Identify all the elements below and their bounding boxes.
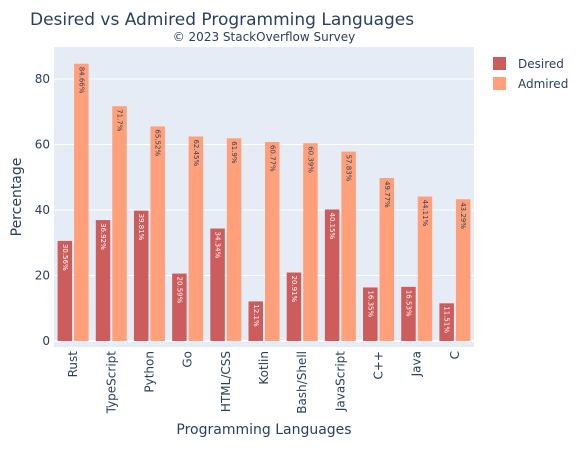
- y-tick-label: 80: [35, 72, 50, 86]
- bar-admired[interactable]: [188, 136, 204, 341]
- bar-desired[interactable]: [210, 228, 225, 341]
- bar-desired[interactable]: [439, 303, 454, 341]
- bar-admired[interactable]: [265, 141, 280, 341]
- bar-label-desired: 36.92%: [99, 223, 107, 250]
- bar-label-admired: 57.83%: [345, 155, 353, 182]
- bar-label-desired: 34.34%: [214, 232, 222, 259]
- chart-title: Desired vs Admired Programming Languages: [30, 10, 414, 30]
- bar-desired[interactable]: [324, 209, 340, 341]
- bar-desired[interactable]: [133, 210, 149, 341]
- x-tick-label: TypeScript: [104, 351, 118, 415]
- bar-admired[interactable]: [379, 178, 395, 341]
- bar-label-desired: 16.35%: [366, 290, 374, 317]
- x-tick-label: Rust: [66, 351, 80, 378]
- bar-label-desired: 16.53%: [404, 290, 412, 317]
- x-tick-label: Kotlin: [257, 351, 271, 385]
- x-tick-label: C: [448, 351, 462, 359]
- bar-label-admired: 60.39%: [306, 146, 314, 173]
- x-tick-labels: Rust TypeScript Python Go HTML/CSS Kotlin Bash…: [66, 351, 462, 415]
- x-tick-label: Bash/Shell: [295, 351, 309, 414]
- bar-admired[interactable]: [455, 199, 471, 341]
- bar-label-admired: 71.7%: [116, 109, 124, 132]
- x-tick-label: HTML/CSS: [219, 351, 233, 412]
- x-tick-label: Python: [142, 351, 156, 393]
- bar-label-desired: 20.59%: [175, 277, 183, 304]
- y-tick-label: 60: [35, 138, 50, 152]
- bar-label-desired: 40.15%: [328, 213, 336, 240]
- bar-desired[interactable]: [172, 273, 187, 341]
- legend-swatch-desired: [493, 57, 506, 70]
- x-tick-label: Java: [410, 351, 424, 377]
- y-tick-label: 40: [35, 203, 50, 217]
- bar-label-desired: 20.91%: [290, 276, 298, 303]
- x-tick-label: Go: [181, 351, 195, 368]
- bar-desired[interactable]: [57, 240, 73, 341]
- y-tick-label: 20: [35, 269, 50, 283]
- bar-label-admired: 84.66%: [77, 67, 85, 94]
- bar-label-admired: 60.77%: [268, 145, 276, 172]
- legend-label-desired: Desired: [518, 57, 564, 71]
- bar-desired[interactable]: [363, 287, 378, 341]
- legend[interactable]: Desired Admired: [493, 57, 568, 91]
- bar-label-desired: 11.51%: [443, 306, 451, 333]
- y-tick-labels: 0 20 40 60 80: [35, 72, 50, 348]
- legend-item-desired[interactable]: Desired: [493, 57, 564, 71]
- bar-desired[interactable]: [248, 301, 264, 341]
- bar-label-admired: 62.45%: [192, 139, 200, 166]
- bar-label-admired: 49.77%: [383, 181, 391, 208]
- bar-admired[interactable]: [112, 106, 127, 342]
- bar-desired[interactable]: [401, 286, 416, 341]
- bar-desired[interactable]: [95, 220, 111, 341]
- bar-label-admired: 65.52%: [154, 129, 162, 156]
- bar-admired[interactable]: [226, 138, 242, 341]
- bar-label-admired: 43.29%: [459, 202, 467, 229]
- bar-label-desired: 12.1%: [252, 304, 260, 327]
- bar-admired[interactable]: [74, 63, 89, 342]
- x-axis-title: Programming Languages: [176, 422, 351, 438]
- bar-admired[interactable]: [150, 126, 165, 341]
- bar-label-desired: 39.81%: [137, 214, 145, 241]
- y-tick-label: 0: [42, 334, 50, 348]
- legend-label-admired: Admired: [518, 77, 568, 91]
- bar-admired[interactable]: [341, 151, 356, 341]
- bar-label-admired: 44.11%: [421, 200, 429, 227]
- legend-item-admired[interactable]: Admired: [493, 77, 568, 91]
- bar-admired[interactable]: [303, 143, 318, 341]
- x-tick-label: C++: [372, 351, 386, 380]
- x-tick-label: JavaScript: [333, 351, 347, 412]
- chart-subtitle: © 2023 StackOverflow Survey: [173, 30, 356, 44]
- legend-swatch-admired: [493, 77, 506, 90]
- bar-admired[interactable]: [417, 196, 433, 341]
- y-axis-title: Percentage: [9, 158, 25, 237]
- bar-label-admired: 61.9%: [230, 141, 238, 164]
- bars: 30.56% 84.66% 36.92% 71.7% 39.81% 65.52% 20.59…: [57, 63, 471, 342]
- bar-desired[interactable]: [286, 272, 302, 341]
- bar-label-desired: 30.56%: [61, 244, 69, 271]
